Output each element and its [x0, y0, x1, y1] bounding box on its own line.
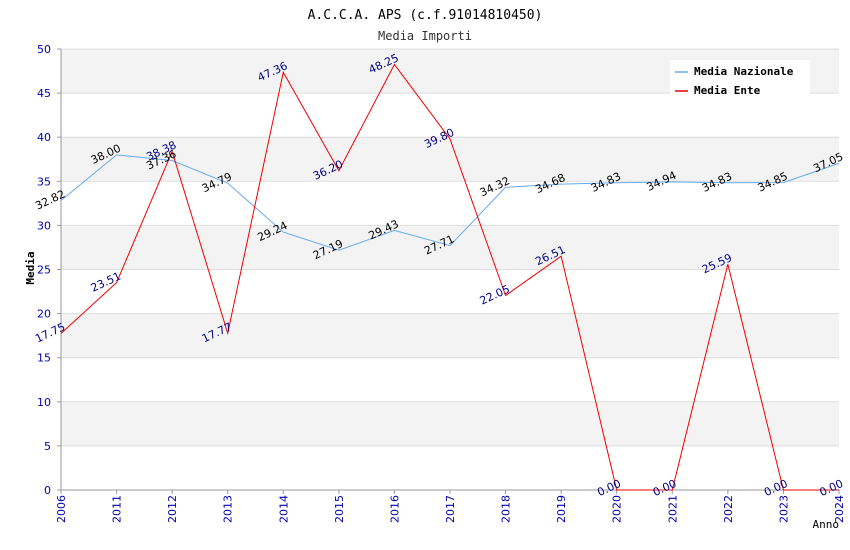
x-tick-label-2015: 2015 [333, 495, 346, 523]
x-tick-label-2021: 2021 [666, 495, 679, 523]
plot-background-bands [61, 49, 839, 446]
y-tick-label-45: 45 [37, 87, 51, 100]
legend: Media Nazionale Media Ente [670, 60, 810, 98]
y-tick-label-50: 50 [37, 43, 51, 56]
x-tick-label-2020: 2020 [611, 495, 624, 523]
band-35-40 [61, 137, 839, 182]
y-tick-labels: 0 5 10 15 20 25 30 35 40 45 50 [37, 43, 51, 497]
y-tick-label-35: 35 [37, 175, 51, 188]
data-label-media-ente-2011: 23.51 [89, 270, 123, 295]
x-tick-label-2006: 2006 [55, 495, 68, 523]
legend-label-media-nazionale: Media Nazionale [694, 65, 794, 78]
y-tick-label-30: 30 [37, 219, 51, 232]
x-tick-labels: 2006 2011 2012 2013 2014 2015 2016 2017 2018 2019… [55, 495, 846, 523]
series-line-media-nazionale [60, 154, 840, 251]
y-axis-label: Media [24, 251, 37, 284]
x-tick-label-2013: 2013 [222, 495, 235, 523]
x-tick-label-2018: 2018 [500, 495, 513, 523]
y-tick-label-0: 0 [44, 484, 51, 497]
y-tick-label-10: 10 [37, 396, 51, 409]
x-tick-label-2014: 2014 [277, 495, 290, 523]
x-tick-label-2022: 2022 [722, 495, 735, 523]
axes [57, 48, 840, 494]
chart-subtitle: Media Importi [378, 29, 472, 43]
band-5-10 [61, 401, 839, 446]
y-tick-label-40: 40 [37, 131, 51, 144]
x-tick-label-2016: 2016 [388, 495, 401, 523]
series-line-media-ente [60, 63, 839, 491]
chart-title: A.C.C.A. APS (c.f.91014810450) [308, 8, 543, 23]
series-lines [60, 63, 840, 491]
x-tick-label-2019: 2019 [555, 495, 568, 523]
x-tick-label-2023: 2023 [777, 495, 790, 523]
x-tick-label-2024: 2024 [833, 495, 846, 523]
band-25-30 [61, 225, 839, 270]
data-label-media-nazionale-2006: 32.82 [33, 187, 67, 212]
x-tick-label-2017: 2017 [444, 495, 457, 523]
gridlines [61, 48, 839, 491]
y-tick-label-20: 20 [37, 308, 51, 321]
y-tick-label-5: 5 [44, 440, 51, 453]
data-label-media-ente-2018: 22.05 [478, 282, 512, 307]
y-tick-label-25: 25 [37, 264, 51, 277]
legend-label-media-ente: Media Ente [694, 84, 761, 97]
x-tick-label-2011: 2011 [111, 495, 124, 523]
legend-box [670, 60, 810, 98]
x-axis-label: Anno [813, 518, 840, 531]
y-tick-label-15: 15 [37, 352, 51, 365]
band-15-20 [61, 313, 839, 358]
x-tick-label-2012: 2012 [166, 495, 179, 523]
